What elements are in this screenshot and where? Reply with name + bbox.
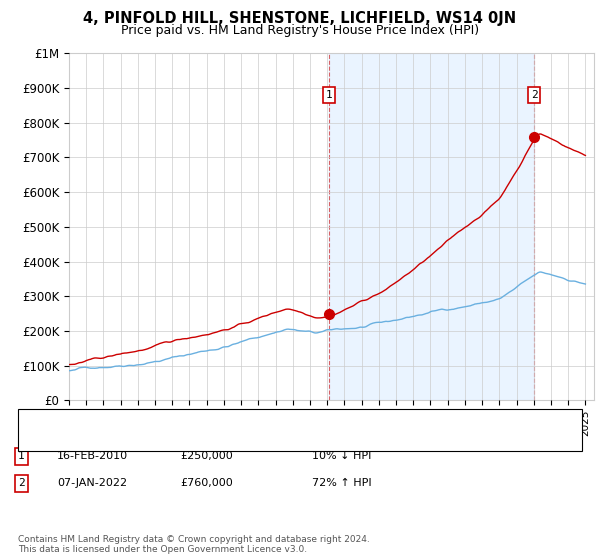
Text: Price paid vs. HM Land Registry's House Price Index (HPI): Price paid vs. HM Land Registry's House … <box>121 24 479 36</box>
Bar <box>329 53 534 400</box>
Text: HPI: Average price, detached house, Lichfield: HPI: Average price, detached house, Lich… <box>69 431 322 440</box>
Text: Contains HM Land Registry data © Crown copyright and database right 2024.
This d: Contains HM Land Registry data © Crown c… <box>18 535 370 554</box>
Text: 07-JAN-2022: 07-JAN-2022 <box>57 478 127 488</box>
Text: £760,000: £760,000 <box>180 478 233 488</box>
Text: 1: 1 <box>326 90 332 100</box>
Text: 4, PINFOLD HILL, SHENSTONE, LICHFIELD, WS14 0JN: 4, PINFOLD HILL, SHENSTONE, LICHFIELD, W… <box>83 11 517 26</box>
Text: 72% ↑ HPI: 72% ↑ HPI <box>312 478 371 488</box>
Text: 2: 2 <box>18 478 25 488</box>
Text: 4, PINFOLD HILL, SHENSTONE, LICHFIELD, WS14 0JN (detached house): 4, PINFOLD HILL, SHENSTONE, LICHFIELD, W… <box>69 409 462 419</box>
Text: 16-FEB-2010: 16-FEB-2010 <box>57 451 128 461</box>
Text: 2: 2 <box>531 90 538 100</box>
Text: 1: 1 <box>18 451 25 461</box>
Text: 10% ↓ HPI: 10% ↓ HPI <box>312 451 371 461</box>
Text: £250,000: £250,000 <box>180 451 233 461</box>
